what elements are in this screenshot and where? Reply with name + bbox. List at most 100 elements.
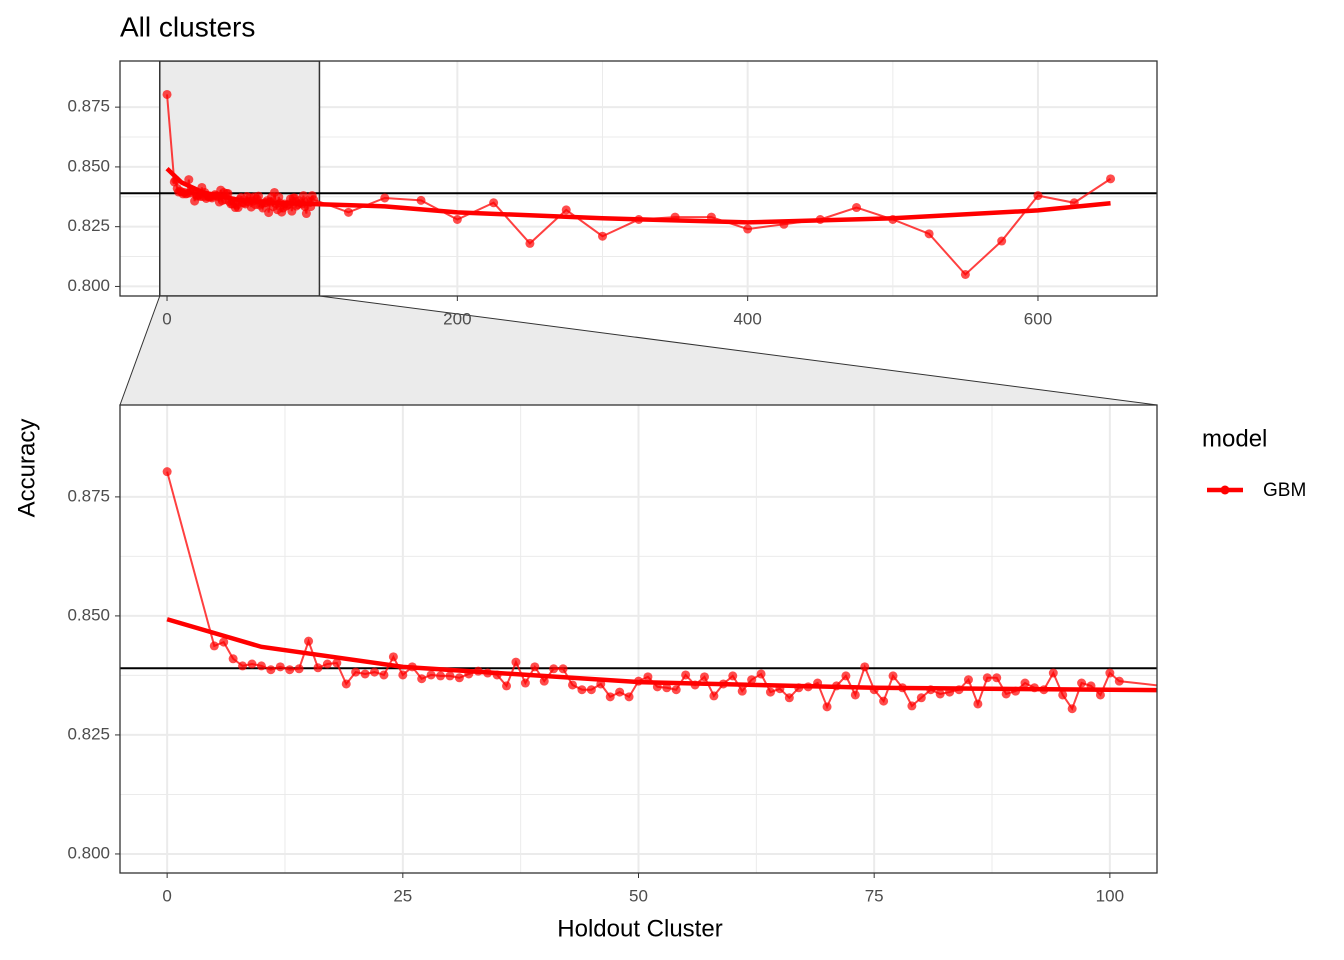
- data-point: [343, 207, 353, 217]
- x-tick-label: 75: [865, 886, 884, 905]
- data-point: [1058, 690, 1068, 700]
- x-tick-label: 100: [1096, 886, 1124, 905]
- y-tick-label: 0.800: [67, 843, 110, 862]
- data-point: [360, 669, 370, 679]
- data-point: [852, 203, 862, 213]
- data-point: [598, 231, 608, 241]
- data-point: [520, 678, 530, 688]
- x-tick-label: 50: [629, 886, 648, 905]
- data-point: [1114, 676, 1124, 686]
- data-point: [285, 665, 295, 675]
- data-point: [525, 238, 535, 248]
- data-point: [879, 696, 889, 706]
- zoom-connector: [119, 295, 1158, 406]
- data-point: [973, 699, 983, 709]
- data-point: [388, 652, 398, 662]
- data-point: [238, 661, 248, 671]
- x-tick-label: 200: [443, 309, 471, 328]
- data-point: [982, 673, 992, 683]
- panel: 0.800 0.825 0.850 0.875 0 25 50 75 100: [67, 404, 1158, 905]
- y-tick-label: 0.850: [67, 605, 110, 624]
- data-point: [992, 673, 1002, 683]
- panel-plot: [120, 405, 1157, 873]
- data-point: [539, 676, 549, 686]
- data-point: [699, 672, 709, 682]
- x-tick-label: 0: [162, 309, 171, 328]
- legend-key-point: [1220, 485, 1230, 495]
- data-point: [935, 689, 945, 699]
- y-tick-label: 0.800: [67, 276, 110, 295]
- data-point: [228, 654, 238, 664]
- data-point: [489, 198, 499, 208]
- data-point: [322, 659, 332, 669]
- y-tick-label: 0.825: [67, 216, 110, 235]
- data-point: [416, 195, 426, 205]
- data-point: [662, 683, 672, 693]
- data-point: [256, 661, 266, 671]
- y-tick-label: 0.850: [67, 156, 110, 175]
- data-point: [549, 664, 559, 674]
- data-point: [162, 467, 172, 477]
- data-point: [247, 659, 257, 669]
- data-point: [341, 679, 351, 689]
- data-point: [304, 636, 314, 646]
- data-point: [737, 686, 747, 696]
- data-point: [643, 672, 653, 682]
- data-point: [577, 685, 587, 695]
- data-point: [301, 209, 311, 219]
- data-point: [1033, 191, 1043, 201]
- data-point: [1020, 678, 1030, 688]
- data-point: [728, 671, 738, 681]
- data-point: [426, 670, 436, 680]
- data-point: [445, 671, 455, 681]
- data-point: [266, 665, 276, 675]
- zoom-area-outline: [159, 61, 321, 296]
- data-point: [1095, 690, 1105, 700]
- data-point: [502, 681, 512, 691]
- data-point: [370, 667, 380, 677]
- y-tick-label: 0.875: [67, 486, 110, 505]
- data-point: [747, 675, 757, 685]
- x-tick-label: 0: [162, 886, 171, 905]
- data-point: [822, 702, 832, 712]
- data-point: [784, 693, 794, 703]
- data-point: [681, 670, 691, 680]
- legend-title: model: [1202, 425, 1267, 452]
- data-point: [294, 664, 304, 674]
- smooth-line: [166, 617, 1157, 693]
- data-point: [916, 693, 926, 703]
- panel-border: [119, 60, 1158, 297]
- data-point: [209, 641, 219, 651]
- data-point: [743, 224, 753, 234]
- data-point: [860, 662, 870, 672]
- data-point: [511, 657, 521, 667]
- data-point: [351, 667, 361, 677]
- data-point: [997, 236, 1007, 246]
- y-axis-title: Accuracy: [13, 419, 40, 518]
- data-point: [1077, 678, 1087, 688]
- data-point: [313, 663, 323, 673]
- data-point: [888, 671, 898, 681]
- data-point: [568, 680, 578, 690]
- data-point: [756, 669, 766, 679]
- data-point: [1106, 174, 1116, 184]
- data-point: [1105, 668, 1115, 678]
- x-tick-label: 25: [393, 886, 412, 905]
- data-point: [452, 214, 462, 224]
- chart-title: All clusters: [120, 11, 255, 42]
- data-point: [417, 674, 427, 684]
- data-point: [219, 637, 229, 647]
- data-point: [253, 191, 263, 201]
- data-point: [530, 662, 540, 672]
- data-point: [841, 671, 851, 681]
- data-point: [398, 670, 408, 680]
- data-point: [709, 691, 719, 701]
- data-point: [907, 701, 917, 711]
- data-point: [379, 670, 389, 680]
- data-point: [586, 685, 596, 695]
- y-tick-label: 0.825: [67, 724, 110, 743]
- x-tick-label: 400: [733, 309, 761, 328]
- data-point: [454, 673, 464, 683]
- data-point: [624, 692, 634, 702]
